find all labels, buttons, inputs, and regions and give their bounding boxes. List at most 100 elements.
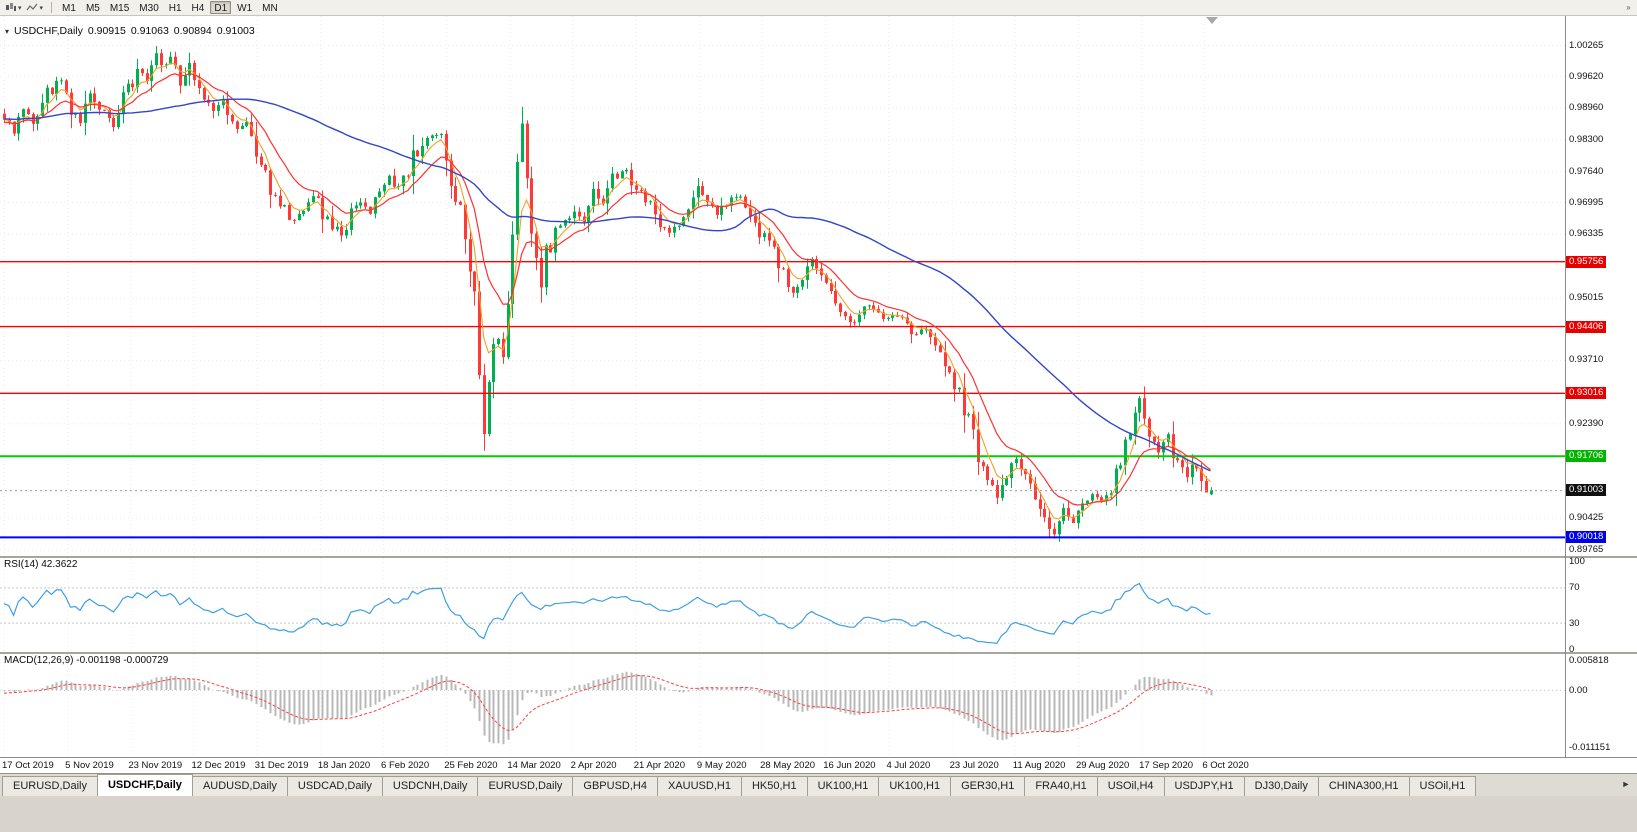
chart-window[interactable]: ▾ USDCHF,Daily 0.90915 0.91063 0.90894 0… [0,16,1637,773]
candlestick-chart-icon[interactable] [3,1,18,14]
rsi-axis-label: 0 [1569,644,1575,655]
timeframe-toolbar: M1 M5 M15 M30 H1 H4 D1 W1 MN [57,1,283,14]
price-line-label: 0.91003 [1566,484,1607,497]
price-line-label: 0.95756 [1566,255,1607,268]
price-line-label: 0.94406 [1566,320,1607,333]
date-label: 6 Feb 2020 [381,760,430,771]
price-tick-label: 0.98300 [1569,133,1604,145]
tab-scroll-right-button[interactable]: ► [1621,779,1631,789]
price-tick-label: 0.99620 [1569,70,1604,82]
timeframe-button-mn[interactable]: MN [262,3,278,14]
date-label: 29 Aug 2020 [1075,760,1130,771]
price-axis-border [1565,16,1566,757]
date-label: 4 Jul 2020 [886,760,931,771]
timeframe-button-w1[interactable]: W1 [237,3,253,14]
timeframe-button-h1[interactable]: H1 [168,3,182,14]
date-label: 18 Jan 2020 [317,760,371,771]
chart-tab[interactable]: DJ30,Daily [1243,776,1319,796]
chart-type-dropdown-icon[interactable]: ▾ [18,4,22,12]
date-label: 16 Jun 2020 [823,760,876,771]
chart-tab[interactable]: GER30,H1 [950,776,1026,796]
ohlc-open: 0.90915 [87,25,126,37]
chart-symbol: USDCHF,Daily [14,25,83,37]
chart-tab[interactable]: USOil,H4 [1096,776,1165,796]
chart-title: ▾ USDCHF,Daily 0.90915 0.91063 0.90894 0… [5,25,255,37]
chart-tab[interactable]: HK50,H1 [740,776,808,796]
price-tick-label: 0.89765 [1569,544,1604,556]
chart-tab[interactable]: CHINA300,H1 [1317,776,1410,796]
candles-layer [3,46,1213,542]
date-axis[interactable]: 17 Oct 2019 5 Nov 2019 23 Nov 2019 12 Dec 2… [0,757,1637,773]
ohlc-high: 0.91063 [130,25,169,37]
chart-tab[interactable]: UK100,H1 [806,776,880,796]
chart-tab[interactable]: USDCAD,Daily [286,776,383,796]
date-label: 5 Nov 2019 [65,760,114,771]
rsi-canvas[interactable] [0,558,1565,652]
chart-tab[interactable]: GBPUSD,H4 [572,776,658,796]
date-label: 9 May 2020 [696,760,747,771]
timeframe-button-d1[interactable]: D1 [210,1,232,14]
horizontal-lines-layer[interactable] [0,260,1565,539]
status-strip [0,796,1637,832]
price-line-label: 0.90018 [1566,531,1607,544]
macd-axis-label: 0.00 [1569,685,1588,696]
price-tick-label: 0.90425 [1569,512,1604,524]
price-tick-label: 1.00265 [1569,39,1604,51]
price-tick-label: 0.92390 [1569,417,1604,429]
date-label: 14 Mar 2020 [507,760,561,771]
chart-tab[interactable]: XAUUSD,H1 [656,776,742,796]
chart-tab[interactable]: USDCNH,Daily [381,776,479,796]
chart-tab[interactable]: USDCHF,Daily [96,774,193,796]
date-label: 23 Jul 2020 [949,760,999,771]
chart-type-group: ▾ ▾ [3,1,46,14]
macd-axis-label: 0.005818 [1569,655,1609,666]
date-label: 17 Oct 2019 [2,760,54,771]
date-label: 2 Apr 2020 [570,760,617,771]
rsi-axis-label: 70 [1569,582,1580,594]
timeframe-button-h4[interactable]: H4 [191,3,205,14]
rsi-label: RSI(14) 42.3622 [4,559,78,570]
macd-histogram [3,671,1213,745]
price-chart-canvas[interactable] [0,16,1565,556]
date-label: 23 Nov 2019 [128,760,183,771]
price-line-label: 0.93016 [1566,387,1607,400]
date-label: 17 Sep 2020 [1139,760,1194,771]
panel-separator[interactable] [0,556,1637,558]
toolbar-overflow-button[interactable]: » [1626,3,1631,12]
timeframe-button-m1[interactable]: M1 [62,3,76,14]
moving-averages-layer [3,62,1211,520]
price-tick-label: 0.96995 [1569,196,1604,208]
date-label: 21 Apr 2020 [633,760,685,771]
macd-label: MACD(12,26,9) -0.001198 -0.000729 [4,655,169,666]
chart-menu-icon[interactable]: ▾ [5,26,10,36]
timeframe-button-m15[interactable]: M15 [109,3,130,14]
chart-tab[interactable]: USDJPY,H1 [1163,776,1245,796]
indicators-icon[interactable] [25,1,40,14]
price-tick-label: 0.96335 [1569,228,1604,240]
chart-tab[interactable]: UK100,H1 [878,776,952,796]
indicators-dropdown-icon[interactable]: ▾ [39,4,44,12]
price-tick-label: 0.98960 [1569,102,1604,114]
chart-tab[interactable]: AUDUSD,Daily [191,776,288,796]
macd-canvas[interactable] [0,654,1565,757]
rsi-axis-label: 100 [1569,556,1585,567]
toolbar: ▾ ▾ M1 M5 M15 M30 H1 H4 D1 W1 MN » [0,0,1637,16]
chart-tab[interactable]: FRA40,H1 [1024,776,1098,796]
rsi-axis-label: 30 [1569,617,1580,629]
price-tick-label: 0.93710 [1569,354,1604,366]
grid-layer [0,16,1565,556]
chart-shift-marker[interactable] [1206,17,1218,24]
chart-tab[interactable]: EURUSD,Daily [2,776,98,796]
date-label: 12 Dec 2019 [191,760,246,771]
chart-tab[interactable]: EURUSD,Daily [477,776,574,796]
chart-tab[interactable]: USOil,H1 [1408,776,1477,796]
toolbar-separator [51,2,53,13]
date-label: 28 May 2020 [760,760,816,771]
panel-separator[interactable] [0,652,1637,654]
date-label: 25 Feb 2020 [444,760,498,771]
timeframe-button-m5[interactable]: M5 [85,3,100,14]
ohlc-low: 0.90894 [173,25,212,37]
macd-axis-label: -0.011151 [1569,742,1611,754]
rsi-line [3,582,1211,644]
timeframe-button-m30[interactable]: M30 [139,3,159,14]
